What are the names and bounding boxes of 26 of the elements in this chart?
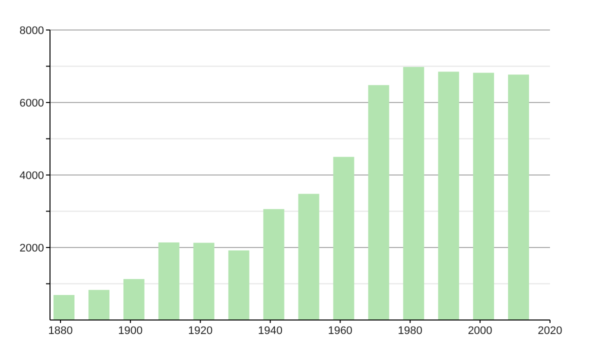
bar: [263, 209, 284, 320]
x-tick-label: 1920: [188, 325, 213, 337]
bar: [228, 250, 250, 320]
bar: [88, 290, 110, 320]
bar: [403, 66, 424, 320]
bar: [298, 194, 320, 320]
bar: [333, 156, 354, 320]
bar: [158, 242, 180, 320]
x-tick-label: 1900: [118, 325, 143, 337]
x-tick-label: 1940: [258, 325, 283, 337]
bar: [473, 72, 494, 320]
x-tick-label: 2020: [538, 325, 562, 337]
x-tick-label: 1960: [328, 325, 352, 337]
bar: [123, 279, 144, 320]
x-tick-label: 1880: [48, 325, 73, 337]
y-tick-label: 8000: [20, 24, 44, 37]
bar: [438, 72, 460, 320]
bar: [368, 85, 390, 320]
bar: [508, 74, 530, 320]
x-tick-label: 2000: [468, 325, 492, 337]
y-tick-label: 2000: [20, 242, 44, 254]
x-tick-label: 1980: [398, 325, 422, 337]
y-tick-label: 4000: [20, 170, 44, 182]
y-tick-label: 6000: [20, 97, 44, 110]
bar: [193, 242, 214, 320]
bar: [53, 294, 74, 320]
